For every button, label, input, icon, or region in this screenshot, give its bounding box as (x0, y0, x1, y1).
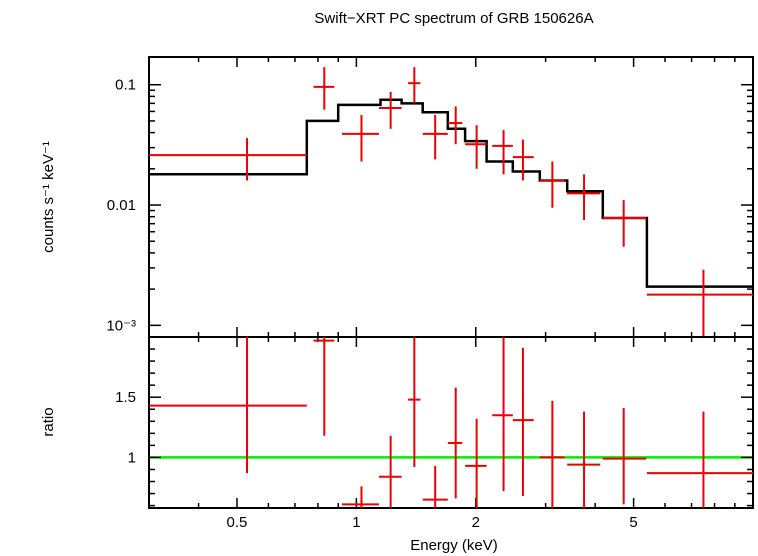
ratio-point (465, 418, 487, 508)
y-tick-label: 0.01 (107, 197, 136, 214)
chart-title: Swift−XRT PC spectrum of GRB 150626A (314, 10, 593, 27)
y-tick-label: 1 (128, 449, 136, 466)
data-point (447, 106, 463, 145)
ratio-point (342, 486, 379, 508)
ratio-panel: 11.5 0.5 1 2 5 ratio Energy (keV) (40, 336, 754, 554)
data-point (378, 92, 402, 129)
data-point (342, 115, 379, 162)
ratio-point (646, 411, 753, 508)
ratio-point (313, 337, 335, 436)
x-tick-label: 5 (629, 514, 637, 531)
y-tick-label: 0.1 (115, 77, 136, 94)
ratio-point (149, 337, 307, 474)
ratio-point (408, 337, 421, 468)
ratio-point (539, 400, 565, 508)
ratio-point (492, 337, 513, 492)
spectrum-y-tick-labels: 0.1 0.01 10⁻³ (106, 77, 136, 335)
spectrum-panel: 0.1 0.01 10⁻³ counts s⁻¹ keV⁻¹ (40, 56, 754, 338)
ratio-tick-marks (148, 336, 753, 508)
ratio-point (512, 347, 534, 496)
x-tick-labels: 0.5 1 2 5 (227, 514, 638, 531)
spectrum-tick-marks (148, 57, 753, 337)
spectrum-y-axis-label: counts s⁻¹ keV⁻¹ (40, 141, 57, 253)
data-point (539, 161, 565, 208)
x-tick-label: 2 (472, 514, 480, 531)
spectrum-data-points (149, 67, 753, 337)
ratio-y-axis-label: ratio (40, 407, 57, 436)
x-tick-label: 0.5 (227, 514, 248, 531)
data-point (408, 67, 421, 104)
data-point (465, 125, 487, 169)
data-point (492, 130, 513, 175)
data-point (512, 139, 534, 181)
data-point (149, 138, 307, 181)
ratio-point (567, 411, 601, 508)
data-point (313, 67, 335, 110)
ratio-point (422, 465, 448, 508)
ratio-panel-frame (148, 336, 754, 509)
x-tick-label: 1 (352, 514, 360, 531)
data-point (422, 115, 448, 160)
ratio-data-points (149, 337, 753, 508)
y-tick-label: 10⁻³ (106, 317, 136, 334)
data-point (602, 200, 647, 247)
ratio-point (602, 408, 647, 505)
data-point (567, 174, 601, 221)
model-curve (149, 98, 753, 288)
y-tick-label: 1.5 (115, 389, 136, 406)
data-point (646, 269, 753, 337)
ratio-point (447, 387, 463, 499)
ratio-point (378, 435, 402, 508)
model-step-curve (149, 98, 753, 288)
ratio-y-tick-labels: 11.5 (115, 389, 136, 466)
x-axis-label: Energy (keV) (410, 537, 498, 554)
